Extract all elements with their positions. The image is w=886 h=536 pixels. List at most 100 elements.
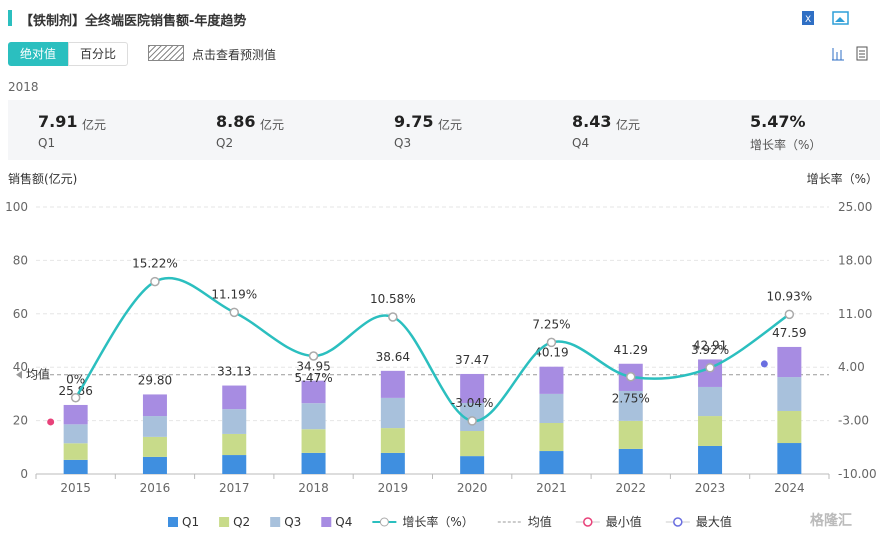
bar xyxy=(301,403,326,430)
watermark: 格隆汇 xyxy=(810,513,852,529)
y2-tick-label: -10.00 xyxy=(838,467,877,481)
max-marker xyxy=(760,360,768,368)
bar-total-label: 40.19 xyxy=(534,346,568,360)
bar-total-label: 37.47 xyxy=(455,353,489,367)
bar xyxy=(63,459,88,474)
y-tick-label: 0 xyxy=(20,467,28,481)
x-tick-label: 2016 xyxy=(140,481,171,495)
summary-label: Q2 xyxy=(216,136,234,150)
growth-point xyxy=(546,337,557,348)
legend-swatch xyxy=(583,517,593,527)
bar xyxy=(618,390,643,421)
x-tick-label: 2021 xyxy=(536,481,567,495)
bar xyxy=(222,433,247,456)
summary-value: 9.75 xyxy=(394,112,434,131)
summary-unit: 亿元 xyxy=(438,118,463,132)
y2-tick-label: 25.00 xyxy=(838,200,872,214)
summary-label: Q1 xyxy=(38,136,56,150)
growth-label: 11.19% xyxy=(211,287,257,301)
bar xyxy=(777,443,802,474)
bar xyxy=(63,424,88,444)
bar-total-label: 41.29 xyxy=(614,343,648,357)
tab[interactable]: 百分比 xyxy=(68,42,128,66)
bar xyxy=(460,431,485,457)
growth-point xyxy=(626,371,636,382)
summary-value: 7.91 xyxy=(38,112,78,131)
legend-swatch xyxy=(321,517,332,527)
forecast-swatch[interactable] xyxy=(148,45,184,61)
view-icons[interactable] xyxy=(830,44,875,62)
y2-tick-label: 18.00 xyxy=(838,253,872,267)
summary-value: 8.43 xyxy=(572,112,612,131)
y2-tick-label: 11.00 xyxy=(838,307,872,321)
bar xyxy=(539,393,564,424)
tab-active[interactable]: 绝对值 xyxy=(8,42,68,66)
summary-unit: 亿元 xyxy=(82,118,107,132)
bar-total-label: 47.59 xyxy=(772,326,806,340)
growth-label: 10.58% xyxy=(370,292,416,306)
top-icons[interactable]: X xyxy=(800,8,870,28)
title-bar xyxy=(8,10,12,26)
bar xyxy=(142,394,167,417)
y-tick-label: 40 xyxy=(13,360,28,374)
summary-year: 2018 xyxy=(8,80,39,94)
growth-point xyxy=(70,392,81,403)
summary-panel xyxy=(8,100,880,160)
y-axis-title: 销售额(亿元) xyxy=(8,171,77,186)
summary-value: 8.86 xyxy=(216,112,256,131)
x-tick-label: 2019 xyxy=(378,481,409,495)
bar xyxy=(301,429,326,453)
x-tick-label: 2022 xyxy=(615,481,646,495)
x-tick-label: 2024 xyxy=(774,481,805,495)
bar xyxy=(698,416,723,446)
bar xyxy=(222,385,247,410)
legend-label: 增长率（%） xyxy=(402,514,473,529)
bar xyxy=(380,397,405,429)
x-tick-label: 2018 xyxy=(298,481,329,495)
bar xyxy=(142,416,167,437)
average-label: 均值 xyxy=(26,367,50,382)
bar xyxy=(777,346,802,378)
growth-point xyxy=(229,307,239,318)
bar xyxy=(777,410,802,444)
bar xyxy=(460,456,485,474)
summary-value: 5.47% xyxy=(750,112,806,131)
growth-label: 0% xyxy=(66,373,85,387)
y-tick-label: 20 xyxy=(13,414,28,428)
legend-swatch xyxy=(270,517,281,527)
y2-tick-label: 4.00 xyxy=(838,360,865,374)
legend-label: Q4 xyxy=(335,515,352,529)
bar-total-label: 42.91 xyxy=(693,338,727,352)
bar xyxy=(380,452,405,474)
legend-label: 最大值 xyxy=(696,514,732,529)
legend-label: 最小值 xyxy=(606,514,642,529)
y-tick-label: 80 xyxy=(13,253,28,267)
bar xyxy=(460,373,485,403)
summary-label: Q3 xyxy=(394,136,412,150)
bar xyxy=(539,423,564,452)
growth-label: 3.92% xyxy=(691,343,729,357)
bar xyxy=(698,386,723,417)
svg-text:X: X xyxy=(805,15,811,25)
summary-unit: 亿元 xyxy=(616,118,641,132)
bar xyxy=(222,455,247,474)
title: 【铁制剂】全终端医院销售额-年度趋势 xyxy=(20,14,247,29)
legend-label: Q1 xyxy=(182,515,199,529)
forecast-link[interactable]: 点击查看预测值 xyxy=(192,48,277,62)
x-tick-label: 2015 xyxy=(60,481,91,495)
y-tick-label: 100 xyxy=(5,200,28,214)
growth-point xyxy=(388,312,398,322)
x-tick-label: 2020 xyxy=(457,481,488,495)
bar xyxy=(142,456,167,474)
y2-tick-label: -3.00 xyxy=(838,414,869,428)
bar xyxy=(618,420,643,449)
bar xyxy=(618,448,643,474)
bar xyxy=(63,404,88,425)
legend-swatch xyxy=(673,517,683,527)
legend-label: Q3 xyxy=(284,515,301,529)
legend-swatch xyxy=(168,517,178,527)
bar-total-label: 29.80 xyxy=(138,373,172,387)
bar xyxy=(301,452,326,474)
bar xyxy=(380,370,405,398)
